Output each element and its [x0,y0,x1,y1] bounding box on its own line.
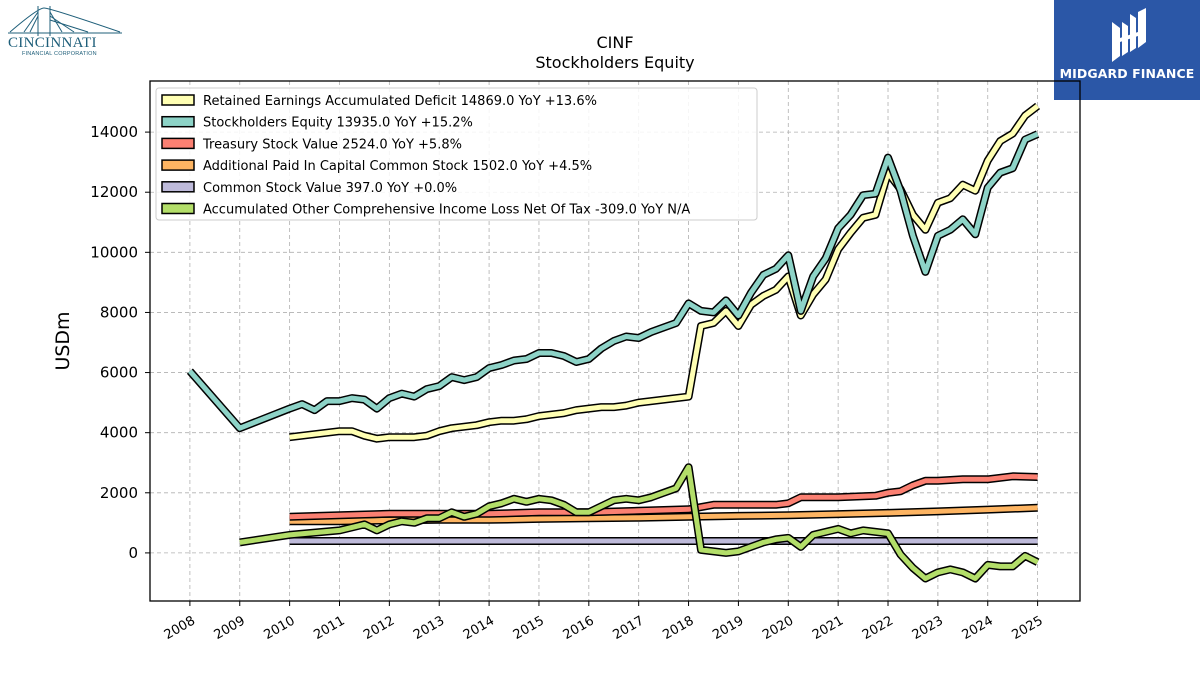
x-tick-label: 2021 [810,613,846,643]
series-accumulated-other-comprehensive-income-loss-net-of-tax [239,463,1040,583]
x-tick-label: 2022 [860,613,896,643]
y-ticks: 0 2000 4000 6000 8000 10000 12000 14000 [90,123,150,562]
y-tick-label: 6000 [100,364,138,382]
x-tick-label: 2020 [760,613,796,643]
chart-title: CINF [596,33,633,52]
legend-swatch [161,137,195,150]
midgard-finance-logo: MIDGARD FINANCE [1054,0,1200,100]
y-axis-label: USDm [52,311,74,370]
x-tick-label: 2015 [511,613,547,643]
y-tick-label: 2000 [100,484,138,502]
series-line [289,473,1038,520]
x-tick-label: 2016 [561,613,597,643]
x-tick-label: 2019 [710,613,746,643]
legend-entry: Retained Earnings Accumulated Deficit 14… [203,94,597,109]
series-line [188,131,1039,431]
legend-entry: Common Stock Value 397.0 YoY +0.0% [203,181,457,196]
legend-swatch [161,115,195,128]
legend-swatch [161,159,195,171]
x-tick-label: 2011 [311,613,347,643]
bridge-icon [8,6,122,36]
y-tick-label: 12000 [90,183,138,201]
x-tick-label: 2013 [411,613,447,643]
x-tick-label: 2023 [910,613,946,643]
x-tick-label: 2009 [212,613,248,643]
y-tick-label: 0 [128,544,138,562]
chart-subtitle: Stockholders Equity [535,53,694,72]
logo-subname: FINANCIAL CORPORATION [22,51,97,57]
x-tick-label: 2017 [611,613,647,643]
midgard-emblem-icon [1112,8,1146,62]
legend-entry: Treasury Stock Value 2524.0 YoY +5.8% [202,137,462,152]
x-ticks: 2008 2009 2010 2011 2012 2013 2014 2015 2016 2017… [162,601,1046,643]
series-retained-earnings-accumulated-deficit [289,102,1041,443]
series-treasury-stock-value [289,472,1038,521]
series-line [239,464,1039,581]
legend-box [155,87,758,221]
x-tick-label: 2010 [261,613,297,643]
x-tick-label: 2025 [1009,613,1045,643]
y-tick-label: 10000 [90,243,138,261]
series-line [289,104,1040,442]
cincinnati-financial-logo: CINCINNATI FINANCIAL CORPORATION [4,2,126,60]
x-tick-label: 2012 [361,613,397,643]
legend-entry: Accumulated Other Comprehensive Income L… [203,203,690,218]
series-lines [186,102,1041,583]
legend-swatch [161,94,195,106]
y-tick-label: 8000 [100,303,138,321]
brand-name: MIDGARD FINANCE [1059,66,1195,81]
legend-entry: Additional Paid In Capital Common Stock … [203,159,592,174]
legend-entry: Stockholders Equity 13935.0 YoY +15.2% [203,116,473,131]
x-tick-label: 2024 [960,613,996,643]
legend: Retained Earnings Accumulated Deficit 14… [155,87,758,221]
x-tick-label: 2018 [660,613,696,643]
x-tick-label: 2008 [162,613,198,643]
logo-name: CINCINNATI [8,35,97,51]
plot-frame [149,80,1081,602]
legend-swatch [161,181,195,193]
y-tick-label: 14000 [90,123,138,141]
x-tick-label: 2014 [461,613,497,643]
series-stockholders-equity [186,130,1040,433]
legend-swatch [161,202,195,215]
y-tick-label: 4000 [100,424,138,442]
